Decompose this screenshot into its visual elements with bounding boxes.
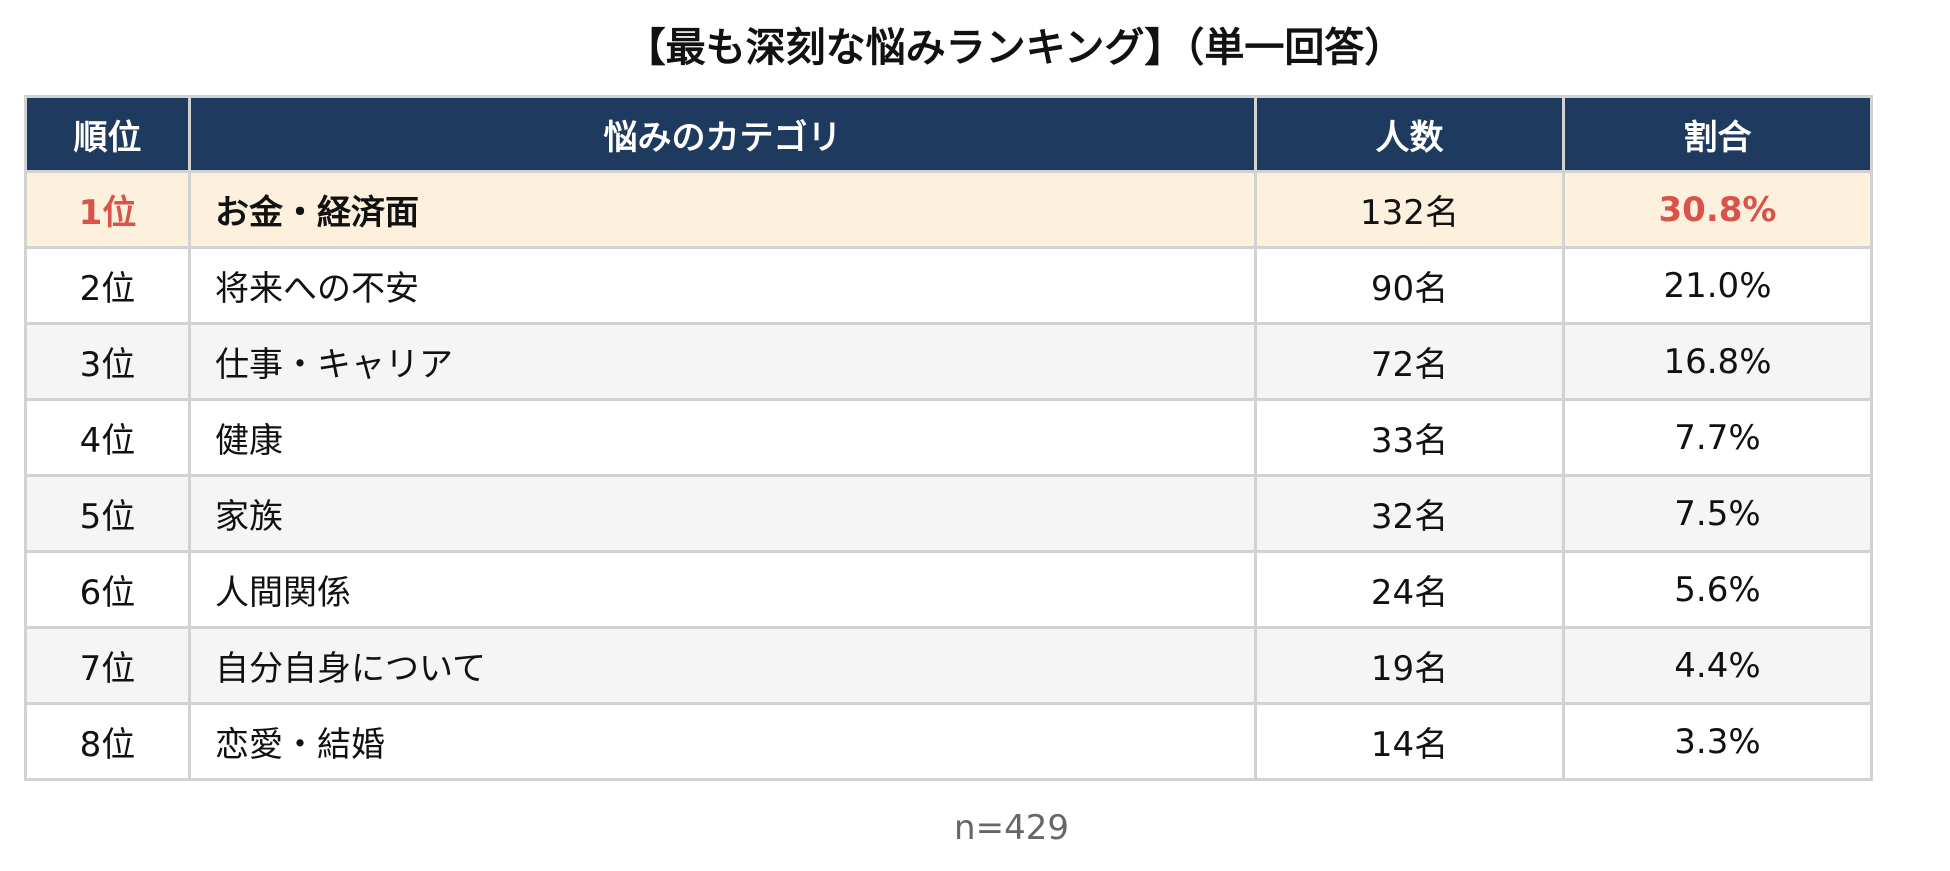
header-category: 悩みのカテゴリ	[188, 95, 1257, 173]
rank-cell: 1位	[24, 170, 191, 249]
table-row: 1位 お金・経済面 132名 30.8%	[24, 170, 1873, 249]
table-row: 8位 恋愛・結婚 14名 3.3%	[24, 702, 1873, 781]
category-cell: 自分自身について	[188, 626, 1257, 705]
table-row: 6位 人間関係 24名 5.6%	[24, 550, 1873, 629]
count-cell: 90名	[1254, 246, 1565, 325]
category-cell: 人間関係	[188, 550, 1257, 629]
header-rank: 順位	[24, 95, 191, 173]
rank-cell: 5位	[24, 474, 191, 553]
table-row: 3位 仕事・キャリア 72名 16.8%	[24, 322, 1873, 401]
category-cell: 健康	[188, 398, 1257, 477]
ranking-table: 順位 悩みのカテゴリ 人数 割合 1位 お金・経済面 132名 30.8% 2位…	[24, 95, 1873, 781]
count-cell: 24名	[1254, 550, 1565, 629]
category-cell: 将来への不安	[188, 246, 1257, 325]
category-cell: 家族	[188, 474, 1257, 553]
count-cell: 132名	[1254, 170, 1565, 249]
table-body: 1位 お金・経済面 132名 30.8% 2位 将来への不安 90名 21.0%…	[24, 170, 1873, 781]
rank-cell: 2位	[24, 246, 191, 325]
rank-cell: 7位	[24, 626, 191, 705]
category-cell: 仕事・キャリア	[188, 322, 1257, 401]
percent-cell: 21.0%	[1562, 246, 1873, 325]
rank-cell: 3位	[24, 322, 191, 401]
sample-size-note: n=429	[954, 808, 1069, 848]
percent-cell: 30.8%	[1562, 170, 1873, 249]
rank-cell: 8位	[24, 702, 191, 781]
table-row: 5位 家族 32名 7.5%	[24, 474, 1873, 553]
rank-cell: 6位	[24, 550, 191, 629]
percent-cell: 3.3%	[1562, 702, 1873, 781]
rank-cell: 4位	[24, 398, 191, 477]
table-row: 2位 将来への不安 90名 21.0%	[24, 246, 1873, 325]
category-cell: お金・経済面	[188, 170, 1257, 249]
percent-cell: 7.5%	[1562, 474, 1873, 553]
ranking-table-container: 順位 悩みのカテゴリ 人数 割合 1位 お金・経済面 132名 30.8% 2位…	[24, 95, 1873, 781]
table-header: 順位 悩みのカテゴリ 人数 割合	[24, 95, 1873, 173]
percent-cell: 5.6%	[1562, 550, 1873, 629]
header-row: 順位 悩みのカテゴリ 人数 割合	[24, 95, 1873, 173]
table-row: 4位 健康 33名 7.7%	[24, 398, 1873, 477]
category-cell: 恋愛・結婚	[188, 702, 1257, 781]
header-count: 人数	[1254, 95, 1565, 173]
count-cell: 32名	[1254, 474, 1565, 553]
page-title: 【最も深刻な悩みランキング】（単一回答）	[625, 25, 1405, 71]
table-row: 7位 自分自身について 19名 4.4%	[24, 626, 1873, 705]
percent-cell: 7.7%	[1562, 398, 1873, 477]
count-cell: 72名	[1254, 322, 1565, 401]
percent-cell: 4.4%	[1562, 626, 1873, 705]
percent-cell: 16.8%	[1562, 322, 1873, 401]
count-cell: 33名	[1254, 398, 1565, 477]
count-cell: 14名	[1254, 702, 1565, 781]
count-cell: 19名	[1254, 626, 1565, 705]
header-percent: 割合	[1562, 95, 1873, 173]
